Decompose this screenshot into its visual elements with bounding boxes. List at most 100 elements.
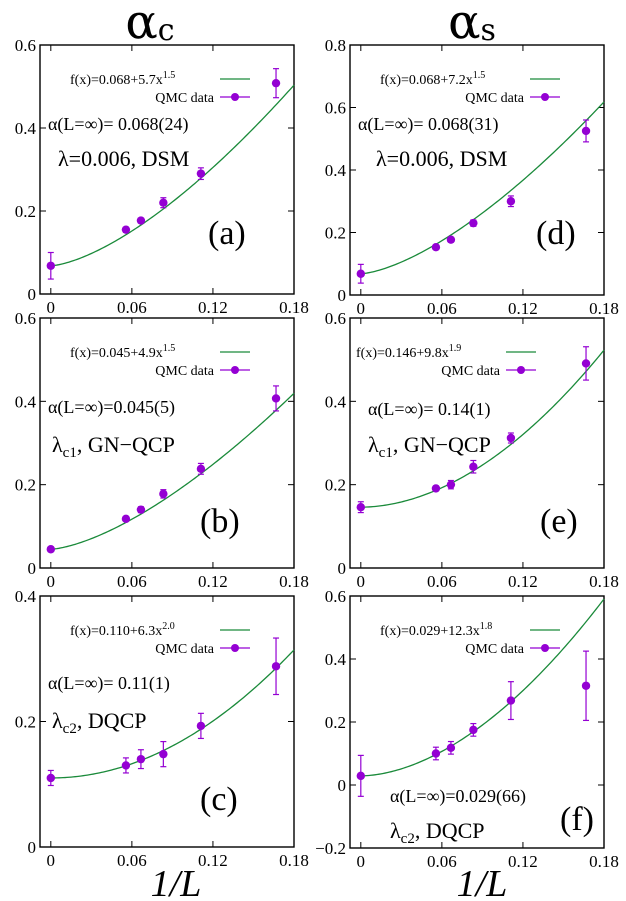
panels: 0 0.06 0.12 0.18 0 0.2 0.4 0.6 f(x)=0.068+5.7x1.… [15, 36, 619, 871]
point-marker [159, 198, 168, 207]
annotation-alpha: α(L=∞)= 0.11(1) [48, 673, 170, 694]
data-point [356, 754, 366, 797]
data-point [431, 484, 441, 493]
data-point [469, 459, 478, 474]
point-marker [159, 489, 168, 499]
legend-data-marker [231, 366, 239, 374]
legend-fit-label: f(x)=0.146+9.8x1.9 [356, 343, 461, 361]
data-point [431, 242, 441, 252]
y-tick-label: 0.4 [15, 119, 37, 138]
x-tick-label: 0.12 [508, 852, 538, 871]
panel-a: 0 0.06 0.12 0.18 0 0.2 0.4 0.6 f(x)=0.068+5.7x1.… [15, 36, 309, 317]
data-point [581, 119, 591, 143]
y-tick-label: 0.4 [15, 587, 37, 606]
col-title-right-sub: s [481, 13, 496, 48]
x-tick-label: 0.18 [279, 851, 309, 870]
legend-data-label: QMC data [465, 91, 525, 106]
data-point [356, 263, 366, 284]
y-tick-label: 0.6 [15, 36, 36, 55]
y-tick-label: 0.4 [325, 392, 347, 411]
y-tick-label: 0.2 [15, 202, 36, 221]
point-marker [469, 218, 478, 228]
y-tick-label: 0.4 [325, 650, 347, 669]
point-marker [271, 394, 281, 403]
x-tick-label: 0.18 [279, 298, 309, 317]
x-tick-label: 0 [357, 852, 366, 871]
annotation-alpha: α(L=∞)= 0.068(24) [48, 114, 189, 135]
panel-e: 0 0.06 0.12 0.18 0 0.2 0.4 0.6 f(x)=0.146+9.8x1.… [325, 309, 619, 591]
point-marker [46, 545, 56, 554]
y-tick-label: 0 [28, 559, 37, 578]
x-tick-label: 0 [47, 572, 56, 591]
point-marker [446, 235, 456, 244]
point-marker [581, 681, 591, 690]
point-marker [506, 433, 516, 443]
data-point [446, 235, 456, 244]
panel-label: (b) [200, 503, 240, 540]
fit-curve [50, 84, 295, 267]
y-tick-label: 0.2 [325, 476, 346, 495]
legend-fit-label: f(x)=0.068+5.7x1.5 [70, 70, 175, 88]
x-tick-label: 0.12 [198, 572, 228, 591]
y-tick-label: 0.2 [15, 713, 36, 732]
y-tick-label: 0 [338, 559, 347, 578]
y-tick-label: 0 [28, 285, 37, 304]
legend-fit-label: f(x)=0.110+6.3x2.0 [70, 621, 175, 639]
y-tick-label: 0.6 [325, 99, 346, 118]
legend-data-label: QMC data [155, 642, 215, 657]
point-marker [431, 749, 441, 758]
legend-data-marker [541, 93, 549, 101]
data-point [121, 225, 131, 234]
x-tick-label: 0.06 [427, 852, 457, 871]
y-tick-label: 0.6 [15, 309, 36, 328]
data-point [271, 637, 281, 696]
data-point [506, 681, 516, 721]
point-marker [356, 269, 366, 278]
x-tick-label: 0.06 [427, 572, 457, 591]
x-axis-label-left: 1/L [151, 863, 202, 901]
x-tick-label: 0.06 [427, 299, 457, 318]
data-point [271, 68, 281, 99]
data-point [136, 216, 146, 225]
panel-label: (f) [560, 801, 594, 838]
data-point [46, 251, 56, 280]
y-tick-label: −0.2 [315, 839, 346, 858]
point-marker [506, 197, 516, 206]
annotation-lambda: λc2, DQCP [52, 708, 147, 737]
x-tick-label: 0.12 [198, 851, 228, 870]
x-tick-label: 0.18 [589, 852, 619, 871]
point-marker [136, 216, 146, 225]
col-title-right: αs [448, 0, 496, 50]
x-tick-label: 0 [47, 851, 56, 870]
point-marker [121, 225, 131, 234]
y-tick-label: 0 [28, 838, 37, 857]
panel-label: (c) [200, 781, 238, 818]
fit-curve [50, 392, 295, 550]
point-marker [196, 721, 206, 731]
x-tick-label: 0.18 [589, 572, 619, 591]
point-marker [159, 749, 168, 759]
point-marker [469, 462, 478, 471]
legend-fit-label: f(x)=0.045+4.9x1.5 [70, 343, 175, 361]
fit-curve [360, 101, 605, 275]
point-marker [271, 78, 281, 88]
point-marker [356, 502, 366, 512]
x-tick-label: 0.12 [198, 298, 228, 317]
point-marker [431, 484, 441, 493]
panel-label: (d) [536, 215, 576, 252]
point-marker [581, 359, 591, 368]
col-title-left-sub: c [158, 13, 175, 48]
x-tick-label: 0.06 [117, 851, 147, 870]
data-point [196, 712, 206, 740]
data-point [121, 757, 131, 774]
annotation-lambda: λ=0.006, DSM [58, 146, 189, 171]
x-tick-label: 0 [47, 298, 56, 317]
fit-curve [360, 598, 605, 777]
data-point [159, 197, 168, 209]
data-point [469, 722, 478, 737]
panel-b: 0 0.06 0.12 0.18 0 0.2 0.4 0.6 f(x)=0.045+4.9x1.… [15, 309, 309, 591]
point-marker [469, 725, 478, 735]
plot-frame [39, 317, 295, 569]
point-marker [446, 743, 456, 753]
